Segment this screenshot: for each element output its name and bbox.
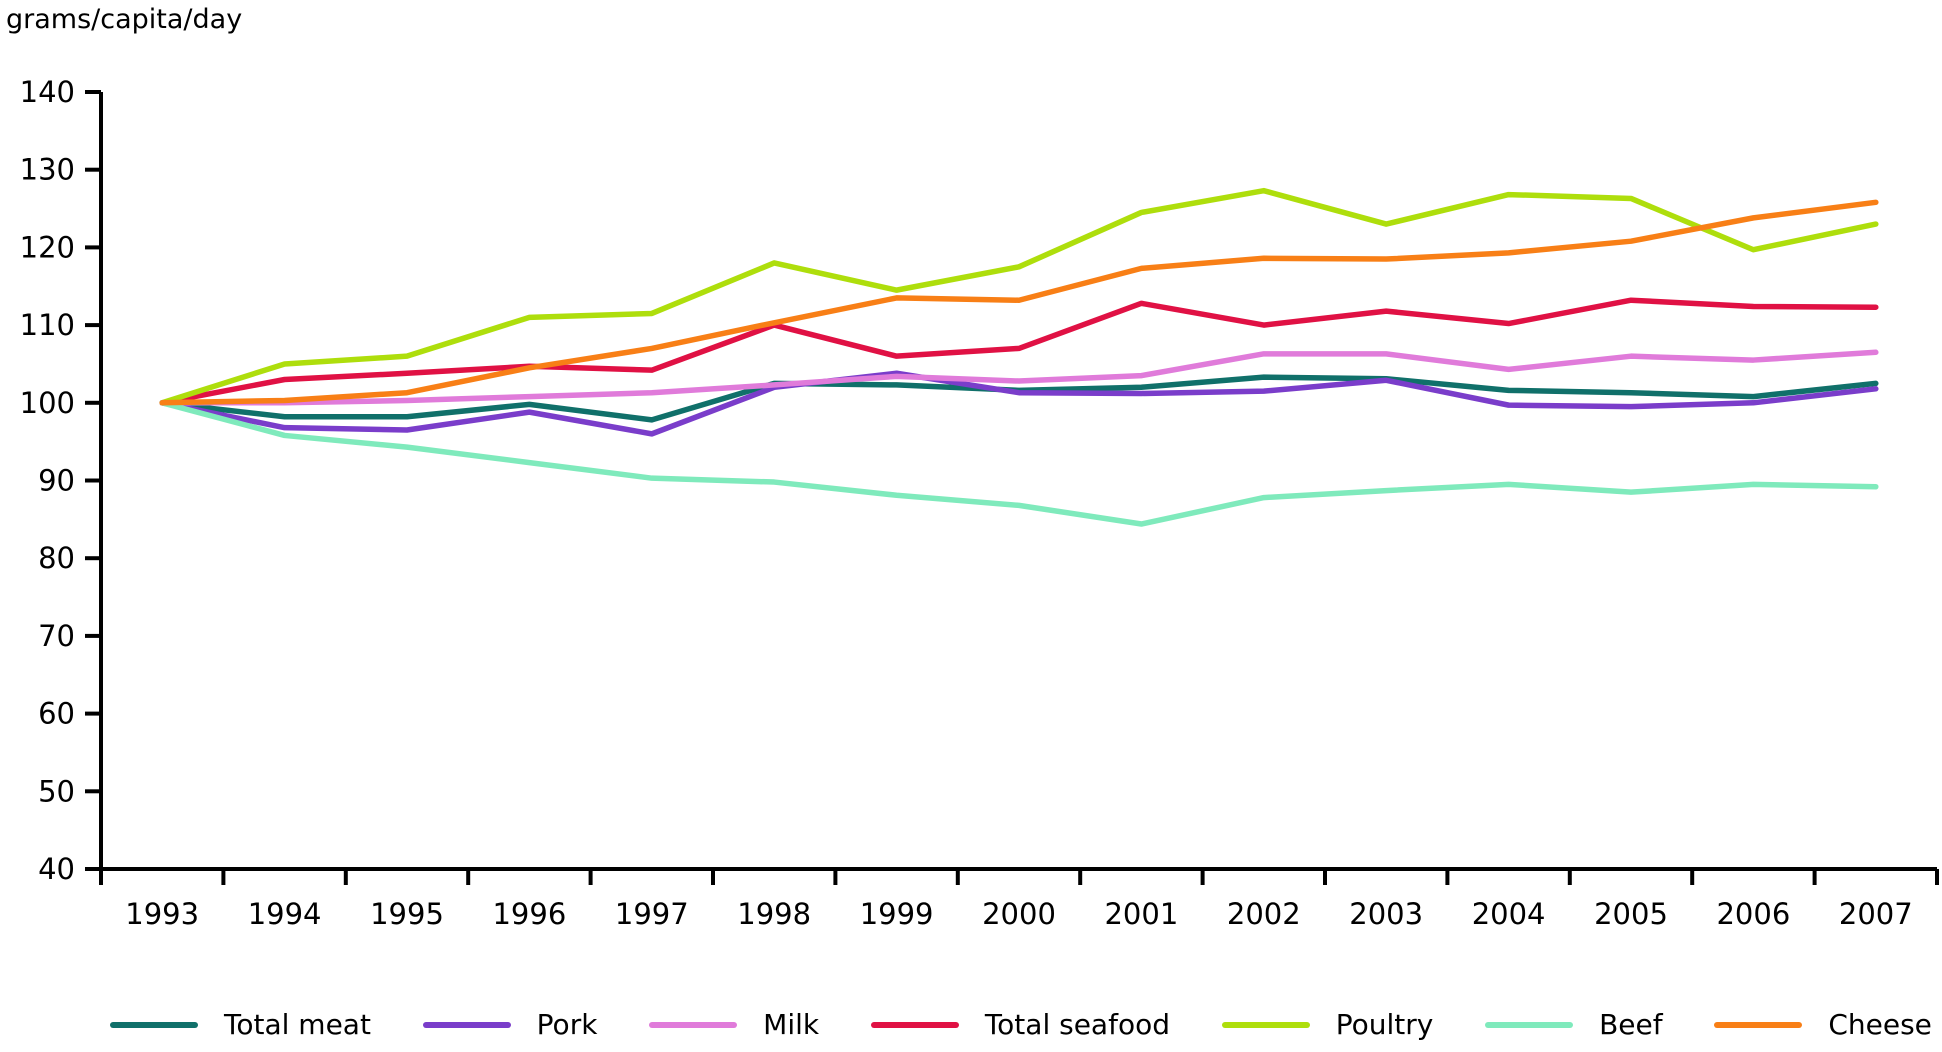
legend-label-pork: Pork [536,1008,598,1041]
x-axis-year-label: 2000 [982,897,1056,931]
legend-swatch-total-meat [110,1021,198,1028]
x-axis-year-label: 2001 [1104,897,1178,931]
y-axis-tick-label: 40 [38,852,75,886]
legend-item-total-meat: Total meat [110,1008,371,1041]
x-axis-year-label: 1993 [125,897,199,931]
legend-swatch-pork [422,1021,511,1028]
x-axis-year-label: 1998 [737,897,811,931]
legend-swatch-total-seafood [870,1021,959,1028]
y-axis-tick-label: 110 [20,308,75,342]
y-axis-tick-label: 140 [20,75,75,109]
x-axis-year-label: 1995 [370,897,444,931]
legend-label-cheese: Cheese [1828,1008,1932,1041]
legend-item-cheese: Cheese [1714,1008,1932,1041]
legend-item-total-seafood: Total seafood [870,1008,1170,1041]
y-axis-tick-label: 60 [38,697,75,731]
y-axis-tick-label: 100 [20,386,75,420]
y-axis-tick-label: 120 [20,230,75,264]
legend-item-beef: Beef [1485,1008,1663,1041]
series-line-milk [159,349,1879,406]
x-axis-year-label: 2007 [1839,897,1913,931]
legend-swatch-milk [649,1021,738,1028]
legend-swatch-poultry [1221,1021,1310,1028]
legend-item-milk: Milk [649,1008,819,1041]
x-axis-year-label: 2006 [1716,897,1790,931]
legend-item-pork: Pork [422,1008,598,1041]
legend-swatch-beef [1485,1021,1574,1028]
y-axis-tick-label: 50 [38,774,75,808]
legend-label-total-seafood: Total seafood [984,1008,1170,1041]
legend-swatch-cheese [1714,1021,1803,1028]
y-axis-tick-label: 80 [38,541,75,575]
series-line-beef [159,400,1879,527]
y-axis-tick-label: 90 [38,464,75,498]
legend-label-total-meat: Total meat [224,1008,371,1041]
legend-item-poultry: Poultry [1221,1008,1434,1041]
x-axis-year-label: 1997 [615,897,689,931]
x-axis-year-label: 2004 [1472,897,1546,931]
legend-label-beef: Beef [1599,1008,1663,1041]
series-line-total-seafood [159,297,1879,406]
legend-label-milk: Milk [763,1008,820,1041]
legend-label-poultry: Poultry [1335,1008,1434,1041]
x-axis-year-label: 1994 [248,897,322,931]
y-axis-tick-label: 70 [38,619,75,653]
chart-unit-label: grams/capita/day [6,4,243,35]
y-axis-tick-label: 130 [20,153,75,187]
x-axis-year-label: 2005 [1594,897,1668,931]
series-line-pork [159,370,1879,437]
series-line-cheese [159,199,1879,406]
x-axis-year-label: 1999 [860,897,934,931]
x-axis-year-label: 2002 [1227,897,1301,931]
chart-legend: Total meat Pork Milk Total seafood Poultry Be… [0,1008,1932,1041]
x-axis-year-label: 2003 [1349,897,1423,931]
x-axis-year-label: 1996 [492,897,566,931]
series-line-poultry [159,187,1879,406]
